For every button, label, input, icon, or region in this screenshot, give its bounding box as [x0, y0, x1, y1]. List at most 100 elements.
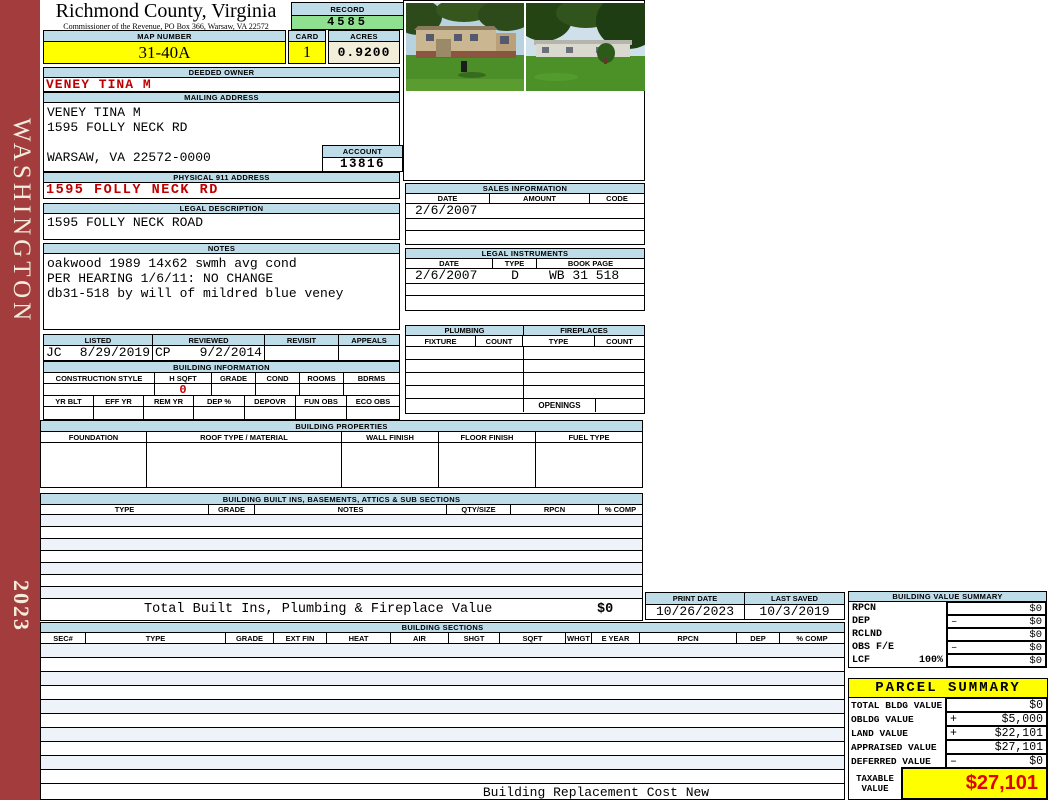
grade-label: GRADE	[226, 633, 274, 643]
review-table: LISTED REVIEWED REVISIT APPEALS JC 8/29/2…	[43, 334, 400, 361]
photo-panel	[403, 0, 645, 181]
eyear-label: E YEAR	[592, 633, 640, 643]
comp-label: % COMP	[796, 633, 828, 643]
empty-row	[41, 587, 642, 599]
record-box: RECORD 4585	[291, 2, 404, 30]
built-ins-section: BUILDING BUILT INS, BASEMENTS, ATTICS & …	[40, 493, 643, 621]
empty-row	[41, 756, 844, 770]
cond-label: COND	[256, 373, 300, 383]
footer-row: Building Replacement Cost New	[41, 784, 844, 800]
empty-row	[41, 686, 844, 700]
sales-row-2	[406, 219, 644, 231]
instrument-date-value: 2/6/2007	[415, 268, 478, 283]
taxable-label: TAXABLE VALUE	[856, 773, 894, 794]
sales-code-label: CODE	[606, 194, 628, 203]
effyr-label: EFF YR	[94, 396, 144, 406]
revisit-label: REVISIT	[265, 335, 339, 345]
builtins-rpcn-label: RPCN	[511, 505, 599, 514]
air-label: AIR	[391, 633, 449, 643]
physical-address-value: 1595 FOLLY NECK RD	[43, 182, 400, 199]
construction-style-value	[44, 384, 155, 395]
builtins-type-label: TYPE	[41, 505, 209, 514]
parcel-summary-title: PARCEL SUMMARY	[849, 679, 1047, 698]
dep-pct-label: DEP %	[194, 396, 245, 406]
instrument-row-1: 2/6/2007 D WB 31 518	[406, 269, 644, 284]
empty-row	[41, 539, 642, 551]
dep-pct-value	[194, 407, 245, 419]
empty-row	[41, 770, 844, 784]
floor-finish-value	[439, 443, 536, 487]
remyr-label: REM YR	[144, 396, 194, 406]
plumbing-fireplaces: PLUMBING FIREPLACES FIXTURE COUNT TYPE C…	[405, 325, 645, 414]
grade-value	[212, 384, 256, 395]
instrument-type-label: TYPE	[493, 259, 537, 268]
sidebar: WASHINGTON 2023	[0, 0, 40, 800]
yrblt-label: YR BLT	[44, 396, 94, 406]
listed-label: LISTED	[44, 335, 153, 345]
remyr-value	[144, 407, 194, 419]
mailing-line-3: WARSAW, VA 22572-0000	[47, 150, 211, 165]
instrument-row-2	[406, 284, 644, 296]
ecoobs-value	[347, 407, 399, 419]
appeals-value	[339, 346, 399, 360]
rooms-label: ROOMS	[300, 373, 344, 383]
building-properties: BUILDING PROPERTIES FOUNDATION ROOF TYPE…	[40, 420, 643, 488]
plumbing-row	[406, 360, 644, 373]
property-photo-2	[526, 3, 645, 91]
builtins-qty-label: QTY/SIZE	[447, 505, 511, 514]
account-value: 13816	[322, 157, 403, 172]
page-subtitle: Commissioner of the Revenue, PO Box 366,…	[63, 22, 269, 31]
sidebar-year-label: 2023	[9, 580, 34, 632]
last-saved-label: LAST SAVED	[771, 594, 818, 603]
account-box: ACCOUNT 13816	[322, 145, 403, 172]
appeals-label: APPEALS	[351, 335, 387, 345]
foundation-label: FOUNDATION	[41, 432, 147, 442]
funobs-value	[296, 407, 347, 419]
notes-line-2: PER HEARING 1/6/11: NO CHANGE	[47, 271, 274, 286]
builtins-grade-label: GRADE	[209, 505, 255, 514]
instrument-row-3	[406, 296, 644, 310]
plumbing-row	[406, 347, 644, 360]
empty-row	[41, 742, 844, 756]
heat-label: HEAT	[327, 633, 391, 643]
funobs-label: FUN OBS	[296, 396, 347, 406]
built-ins-total-label: Total Built Ins, Plumbing & Fireplace Va…	[144, 602, 493, 617]
sales-row-3	[406, 231, 644, 244]
map-card-acres: MAP NUMBER 31-40A CARD 1 ACRES 0.9200	[43, 30, 400, 64]
empty-row	[41, 728, 844, 742]
record-label: RECORD	[292, 3, 403, 16]
type-label: TYPE	[86, 633, 226, 643]
sales-amount-label: AMOUNT	[490, 194, 590, 203]
parcel-row-land: LAND VALUE + $22,101	[849, 725, 1048, 741]
deeded-owner-value: VENEY TINA M	[43, 77, 400, 92]
dep-label: DEP	[737, 633, 780, 643]
instrument-bookpage-label: BOOK PAGE	[567, 259, 614, 268]
building-sections: BUILDING SECTIONS SEC# TYPE GRADE EXT FI…	[40, 622, 845, 800]
openings-row: OPENINGS	[406, 399, 644, 412]
instrument-date-label: DATE	[406, 259, 493, 268]
foundation-value	[41, 443, 147, 487]
built-ins-total-row: Total Built Ins, Plumbing & Fireplace Va…	[41, 599, 642, 619]
reviewed-label: REVIEWED	[153, 335, 265, 345]
extfin-label: EXT FIN	[274, 633, 327, 643]
county-header: Richmond County, Virginia Commissioner o…	[42, 1, 290, 32]
building-properties-title: BUILDING PROPERTIES	[41, 421, 642, 432]
floor-finish-label: FLOOR FINISH	[439, 432, 536, 442]
listed-value: JC 8/29/2019	[44, 346, 153, 360]
sqft-label: SQFT	[500, 633, 566, 643]
bvs-row-lcf: LCF 100% $0	[849, 653, 1047, 668]
instrument-bookpage-value: WB 31 518	[549, 268, 620, 283]
notes-block: oakwood 1989 14x62 swmh avg cond PER HEA…	[43, 253, 400, 330]
shgt-label: SHGT	[449, 633, 500, 643]
reviewed-value: CP 9/2/2014	[153, 346, 265, 360]
depovr-value	[245, 407, 296, 419]
footer-text: Building Replacement Cost New	[482, 785, 710, 800]
fireplaces-title: FIREPLACES	[560, 326, 608, 335]
parcel-row-obldg: OBLDG VALUE + $5,000	[849, 711, 1048, 727]
empty-row	[41, 714, 844, 728]
notes-line-1: oakwood 1989 14x62 swmh avg cond	[47, 256, 297, 271]
print-info: PRINT DATE LAST SAVED 10/26/2023 10/3/20…	[645, 592, 845, 620]
sales-information-title: SALES INFORMATION	[406, 184, 644, 194]
fuel-type-value	[536, 443, 642, 487]
parcel-row-deferred: DEFERRED VALUE – $0	[849, 753, 1048, 769]
